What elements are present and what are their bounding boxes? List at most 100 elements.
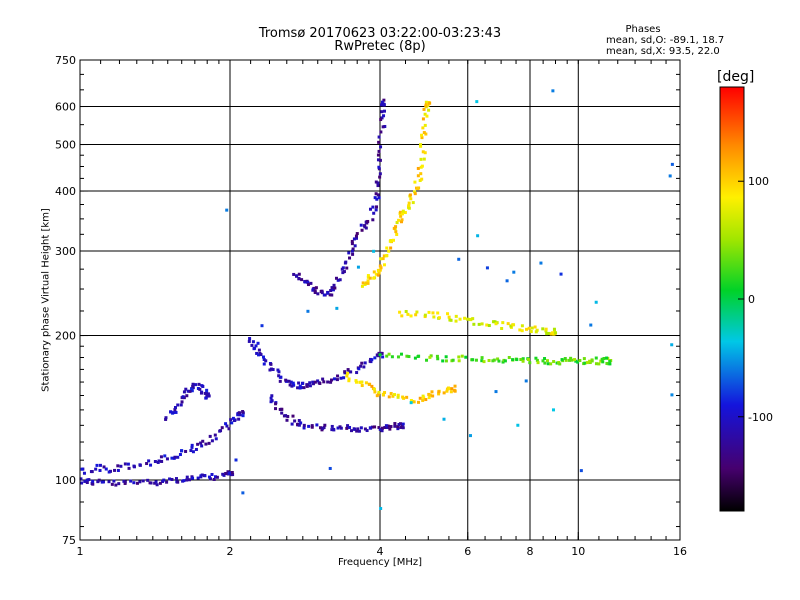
data-point [181, 395, 185, 399]
x-tick-label: 1 [77, 545, 84, 558]
data-point [585, 361, 589, 365]
data-point [487, 359, 491, 363]
data-point [419, 143, 423, 147]
data-point [313, 289, 317, 293]
data-point [417, 400, 421, 404]
gridlines [80, 60, 680, 540]
data-point [309, 281, 313, 285]
data-point [401, 422, 405, 426]
data-point [372, 249, 376, 253]
data-point [480, 322, 484, 326]
data-point [471, 317, 475, 321]
data-point [112, 479, 116, 483]
data-point [541, 327, 545, 331]
data-point [185, 478, 189, 482]
chart-subtitle: RwPretec (8p) [334, 39, 426, 54]
trace [269, 394, 405, 433]
data-point [190, 445, 194, 449]
data-point [372, 211, 376, 215]
trace [345, 371, 457, 404]
data-point [306, 280, 310, 284]
data-point [390, 355, 394, 359]
data-point [280, 407, 284, 411]
data-point [247, 339, 251, 343]
data-point [533, 325, 537, 329]
y-tick-label: 500 [55, 139, 76, 152]
data-point [460, 354, 464, 358]
data-point [366, 279, 370, 283]
data-point [436, 311, 440, 315]
data-point [449, 318, 453, 322]
data-point [536, 361, 540, 365]
data-point [90, 470, 94, 474]
data-point [349, 370, 353, 374]
data-point [409, 401, 413, 405]
data-point [335, 306, 339, 310]
data-point [198, 387, 202, 391]
data-point [278, 407, 282, 411]
data-point [393, 424, 397, 428]
data-point [457, 355, 461, 359]
data-point [442, 417, 446, 421]
data-point [395, 221, 399, 225]
data-point [383, 124, 387, 128]
data-point [494, 390, 498, 394]
data-point [320, 291, 324, 295]
data-point [85, 478, 89, 482]
data-point [506, 322, 510, 326]
data-point [373, 196, 377, 200]
data-point [574, 359, 578, 363]
data-point [328, 466, 332, 470]
data-point [330, 293, 334, 297]
data-point [387, 249, 391, 253]
data-point [387, 352, 391, 356]
data-point [224, 422, 228, 426]
data-point [605, 356, 609, 360]
data-point [381, 392, 385, 396]
data-point [138, 463, 142, 467]
y-axis-label: Stationary phase Virtual Height [km] [40, 208, 52, 392]
data-point [444, 355, 448, 359]
data-point [194, 383, 198, 387]
data-point [85, 481, 89, 485]
data-point [80, 467, 84, 471]
data-point [431, 311, 435, 315]
data-point [215, 475, 219, 479]
data-point [345, 426, 349, 430]
data-point [306, 283, 310, 287]
data-point [590, 359, 594, 363]
data-point [370, 384, 374, 388]
data-point [600, 357, 604, 361]
data-point [336, 426, 340, 430]
data-point [393, 422, 397, 426]
data-point [135, 481, 139, 485]
data-point [363, 224, 367, 228]
data-point [353, 427, 357, 431]
data-point [466, 317, 470, 321]
colorbar-tick-label: 0 [748, 293, 755, 306]
data-point [342, 376, 346, 380]
data-point [212, 477, 216, 481]
data-point [377, 392, 381, 396]
data-point [576, 360, 580, 364]
data-point [424, 100, 428, 104]
data-point [355, 429, 359, 433]
data-point [297, 272, 301, 276]
data-point [482, 360, 486, 364]
data-point [381, 257, 385, 261]
data-point [100, 480, 104, 484]
plot-frame [79, 59, 681, 541]
data-point [237, 411, 241, 415]
data-point [250, 343, 254, 347]
data-point [164, 417, 168, 421]
data-point [364, 226, 368, 230]
data-point [381, 355, 385, 359]
data-point [403, 211, 407, 215]
data-point [259, 353, 263, 357]
data-point [428, 355, 432, 359]
data-point [365, 281, 369, 285]
data-point [525, 327, 529, 331]
data-point [185, 394, 189, 398]
data-point [476, 234, 480, 238]
data-point [332, 427, 336, 431]
